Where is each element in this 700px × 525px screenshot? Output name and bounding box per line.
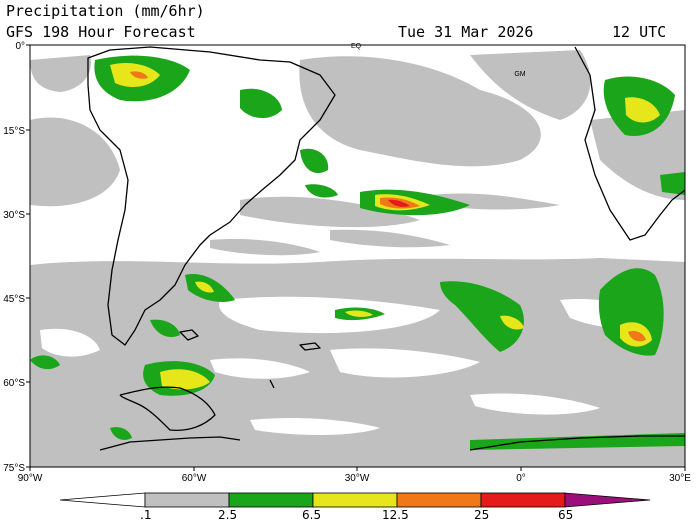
equator-marker: EQ <box>351 43 362 50</box>
colorbar-label-3: 12.5 <box>382 508 409 522</box>
colorbar-segment-grey <box>144 492 230 508</box>
lat-label-0: 0° <box>15 41 25 52</box>
lat-label-75s: 75°S <box>3 463 25 474</box>
map-title: Precipitation (mm/6hr) <box>6 2 205 20</box>
lon-label-90w: 90°W <box>18 473 43 484</box>
lon-label-30w: 30°W <box>345 473 370 484</box>
forecast-subtitle: GFS 198 Hour Forecast <box>6 23 196 41</box>
forecast-date: Tue 31 Mar 2026 <box>398 23 534 41</box>
precip-field <box>30 45 685 467</box>
colorbar-label-1: 2.5 <box>218 508 238 522</box>
colorbar-segment-yellow <box>312 492 398 508</box>
colorbar-label-2: 6.5 <box>302 508 322 522</box>
colorbar-segment-red <box>480 492 566 508</box>
colorbar-segment-purple <box>564 492 651 508</box>
colorbar-segment-orange <box>396 492 482 508</box>
greenwich-marker: GM <box>514 71 525 78</box>
lon-label-0: 0° <box>516 473 526 484</box>
colorbar-label-0: .1 <box>140 508 152 522</box>
colorbar <box>59 492 651 508</box>
lat-label-15s: 15°S <box>3 126 25 137</box>
lat-label-60s: 60°S <box>3 378 25 389</box>
lon-label-60w: 60°W <box>182 473 207 484</box>
lon-label-30e: 30°E <box>669 473 691 484</box>
lat-label-30s: 30°S <box>3 210 25 221</box>
colorbar-label-4: 25 <box>474 508 490 522</box>
forecast-time: 12 UTC <box>612 23 667 41</box>
colorbar-segment-green <box>228 492 314 508</box>
colorbar-segment-white <box>59 492 146 508</box>
lat-label-45s: 45°S <box>3 294 25 305</box>
colorbar-label-5: 65 <box>558 508 574 522</box>
